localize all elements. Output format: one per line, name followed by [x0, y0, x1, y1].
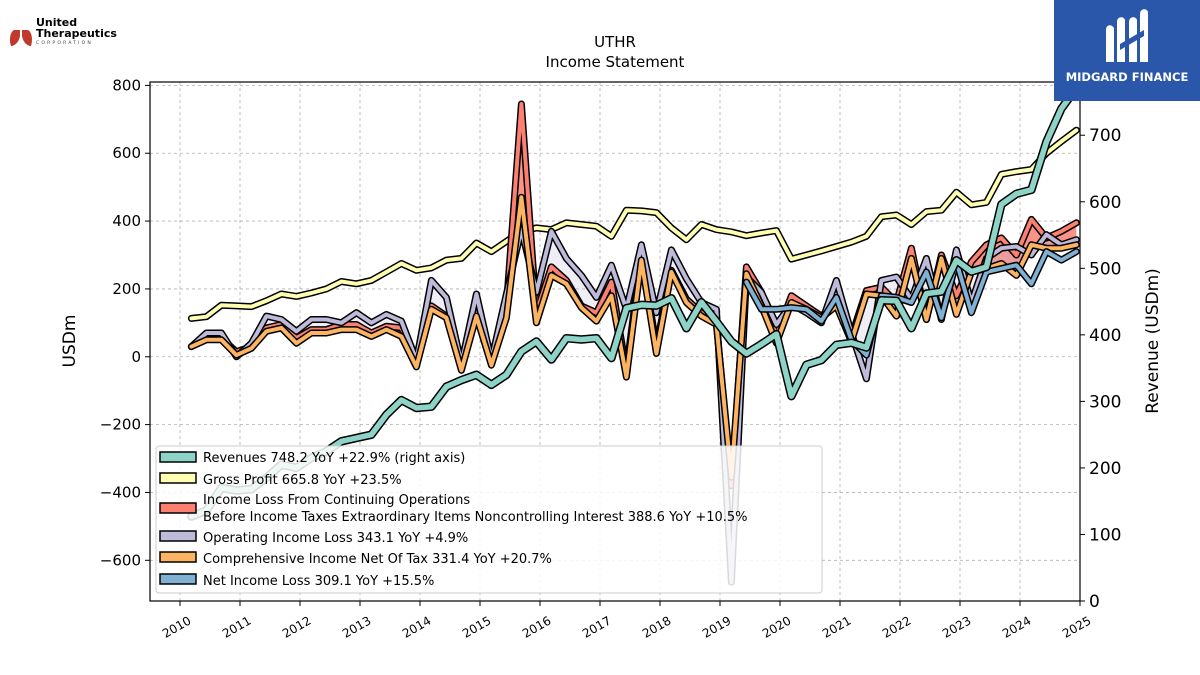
legend-label-net-income: Net Income Loss 309.1 YoY +15.5% [203, 574, 434, 589]
lungs-icon [10, 21, 32, 46]
series-line-comprehensive-income-net-of-tax [189, 195, 1079, 480]
legend-swatch [159, 472, 197, 484]
legend-swatch [159, 451, 197, 463]
x-tick-label: 2016 [520, 613, 553, 640]
x-tick-label: 2010 [160, 613, 193, 640]
y-tick-label: 600 [112, 144, 141, 162]
y-tick-label: 800 [112, 76, 141, 94]
chart-title: UTHR [594, 33, 636, 51]
y-right-tick-label: 500 [1089, 259, 1121, 279]
legend-label-revenues: Revenues 748.2 YoY +22.9% (right axis) [203, 451, 465, 466]
x-tick-label: 2018 [640, 613, 673, 640]
legend-label-operating-income: Operating Income Loss 343.1 YoY +4.9% [203, 531, 468, 546]
x-tick-label: 2015 [460, 613, 493, 640]
series-outline-comprehensive-income-net-of-tax [187, 193, 1080, 481]
y-tick-label: 200 [112, 280, 141, 298]
chart-subtitle: Income Statement [546, 53, 685, 71]
series-lines [187, 83, 1081, 586]
y-right-tick-label: 200 [1089, 459, 1121, 479]
x-tick-label: 2022 [880, 613, 913, 640]
logo-line-3: CORPORATION [36, 41, 93, 46]
plot-frame [149, 81, 1081, 602]
legend-label-income-before-tax-1: Income Loss From Continuing Operations [203, 493, 470, 508]
x-tick-label: 2013 [340, 613, 373, 640]
midgard-finance-name: MIDGARD FINANCE [1065, 70, 1189, 84]
series-line-net-income-loss [744, 249, 1079, 358]
logo-line-1: United [36, 16, 78, 29]
x-tick-label: 2019 [700, 613, 733, 640]
series-line-gross-profit [189, 128, 1079, 321]
y-right-tick-label: 600 [1089, 193, 1121, 213]
united-therapeutics-logo: United Therapeutics CORPORATION [8, 12, 128, 52]
x-tick-label: 2011 [220, 613, 253, 640]
legend-swatch [159, 502, 197, 514]
x-axis: 2010 2011 2012 2013 2014 2015 2016 2017 2018 2019… [160, 601, 1094, 641]
x-tick-label: 2012 [280, 613, 313, 640]
y-right-tick-label: 100 [1089, 525, 1121, 545]
legend-swatch [159, 551, 197, 563]
y-tick-label: −600 [100, 551, 141, 569]
y-right-tick-label: 300 [1089, 392, 1121, 412]
y-tick-label: −200 [100, 416, 141, 434]
midgard-finance-logo: MIDGARD FINANCE [1054, 0, 1200, 101]
left-axis: −600 −400 −200 0 200 400 600 800 [100, 76, 150, 569]
y-right-tick-label: 700 [1089, 126, 1121, 146]
y-axis-label: USDm [60, 315, 80, 368]
x-tick-label: 2020 [760, 613, 793, 640]
legend-swatch [159, 573, 197, 585]
y-right-tick-label: 0 [1089, 592, 1100, 612]
legend: Revenues 748.2 YoY +22.9% (right axis) G… [155, 445, 823, 594]
legend-label-comprehensive-income: Comprehensive Income Net Of Tax 331.4 Yo… [203, 552, 552, 567]
y-tick-label: 0 [131, 348, 141, 366]
series-line-operating-income-loss [189, 227, 1079, 585]
legend-label-income-before-tax-2: Before Income Taxes Extraordinary Items … [203, 510, 748, 525]
midgard-mark-icon [1106, 9, 1148, 62]
series-line-revenues [188, 85, 1080, 520]
right-axis: 0 100 200 300 400 500 600 700 [1080, 126, 1121, 612]
x-tick-label: 2025 [1060, 613, 1093, 640]
x-tick-label: 2023 [940, 613, 973, 640]
legend-label-gross-profit: Gross Profit 665.8 YoY +23.5% [203, 473, 402, 488]
legend-box [155, 445, 823, 594]
x-tick-label: 2014 [400, 613, 433, 640]
legend-swatch [159, 530, 197, 542]
x-tick-label: 2024 [1000, 613, 1033, 640]
x-tick-label: 2021 [820, 613, 853, 640]
logo-line-2: Therapeutics [36, 27, 117, 40]
y-right-tick-label: 400 [1089, 326, 1121, 346]
y-tick-label: −400 [100, 483, 141, 501]
x-tick-label: 2017 [580, 613, 613, 640]
y-tick-label: 400 [112, 212, 141, 230]
y-axis-right-label: Revenue (USDm) [1143, 268, 1163, 414]
